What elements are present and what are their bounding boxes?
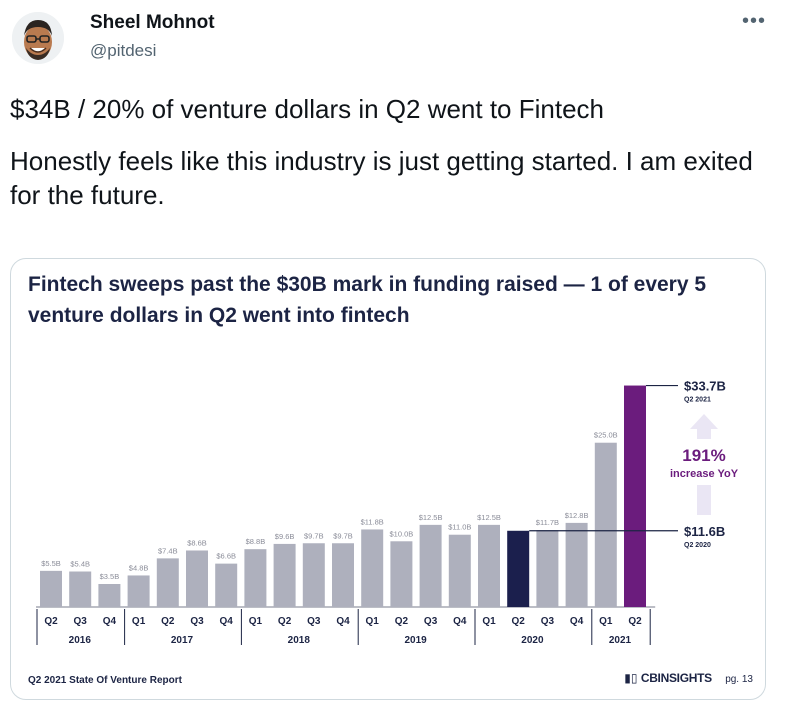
report-name: Q2 2021 State Of Venture Report [28,675,182,686]
author-handle[interactable]: @pitdesi [90,41,157,60]
bar [507,530,530,607]
bar [69,571,92,607]
x-tick-label: Q1 [599,616,613,627]
x-tick-label: Q2 [278,616,292,627]
bar-value-label: $8.8B [246,537,266,546]
yoy-percent: 191% [682,446,725,465]
callout-period: Q2 2021 [684,397,711,404]
bar [98,584,121,607]
page-number: pg. 13 [725,674,753,685]
bar-value-label: $12.8B [565,511,589,520]
year-label: 2020 [521,635,544,646]
funding-chart: $5.5B Q2 $5.4B Q3 $3.5B Q4 $4.8B Q1 $7.4B Q2 $8.6B… [36,379,739,646]
bar [273,543,296,607]
x-tick-label: Q3 [190,616,204,627]
x-tick-label: Q1 [366,616,380,627]
avatar-illustration [12,12,64,64]
cbinsights-logo-icon: ▮▯ [624,671,638,685]
bar [594,442,617,607]
x-tick-label: Q4 [453,616,467,627]
x-tick-label: Q2 [44,616,58,627]
x-tick-label: Q2 [395,616,409,627]
author-name[interactable]: Sheel Mohnot [90,12,215,33]
x-tick-label: Q4 [220,616,234,627]
bar-value-label: $3.5B [100,572,120,581]
bar-value-label: $12.5B [477,513,501,522]
x-tick-label: Q3 [307,616,321,627]
x-tick-label: Q3 [541,616,555,627]
bar-value-label: $11.0B [448,523,471,532]
x-tick-label: Q2 [161,616,175,627]
callout-value: $11.6B [684,524,725,539]
bar [478,524,500,607]
bar-value-label: $11.7B [536,518,559,527]
bar [127,575,150,607]
bar-value-label: $5.5B [41,559,61,568]
x-tick-label: Q1 [482,616,496,627]
bar [565,522,588,607]
x-tick-label: Q2 [628,616,642,627]
bar [302,543,325,607]
year-label: 2018 [288,635,311,646]
brand-footer: ▮▯ CBINSIGHTS pg. 13 [624,671,753,685]
bar [186,550,208,607]
year-label: 2016 [69,635,92,646]
x-tick-label: Q3 [424,616,438,627]
bar-value-label: $5.4B [70,560,90,569]
x-tick-label: Q2 [512,616,526,627]
chart-title: Fintech sweeps past the $30B mark in fun… [28,273,707,327]
bar [419,524,442,607]
bar-value-label: $10.0B [390,529,414,538]
bar [361,529,384,607]
bar-value-label: $4.8B [129,563,149,572]
year-label: 2019 [404,635,427,646]
year-label: 2017 [171,635,194,646]
bar [390,541,413,607]
bar-value-label: $9.7B [304,531,324,540]
x-tick-label: Q4 [570,616,584,627]
callout-period: Q2 2020 [684,542,711,549]
bar-value-label: $8.6B [187,538,207,547]
brand-name: CBINSIGHTS [640,671,712,685]
bar-value-label: $11.8B [361,517,384,526]
x-tick-label: Q1 [132,616,146,627]
more-icon[interactable]: ••• [741,10,766,32]
tweet-text: $34B / 20% of venture dollars in Q2 went… [10,92,770,230]
x-tick-label: Q4 [103,616,117,627]
year-label: 2021 [609,635,632,646]
bar [40,570,62,607]
bar-value-label: $9.6B [275,532,295,541]
bar-value-label: $6.6B [216,552,236,561]
avatar[interactable] [12,12,64,64]
bar-value-label: $9.7B [333,531,353,540]
bar [156,558,179,607]
bar [215,563,238,607]
tweet-image-card[interactable]: $5.5B Q2 $5.4B Q3 $3.5B Q4 $4.8B Q1 $7.4B Q2 $8.6B… [10,258,766,700]
bar-value-label: $12.5B [419,513,443,522]
x-tick-label: Q4 [336,616,350,627]
bar [332,543,354,607]
x-tick-label: Q3 [74,616,88,627]
up-arrow-icon [690,414,718,439]
bar [536,530,559,607]
callout-value: $33.7B [684,379,726,394]
tweet-text-line: Honestly feels like this industry is jus… [10,146,753,210]
bar-value-label: $7.4B [158,546,178,555]
bar [448,534,471,607]
arrow-shaft [697,485,711,515]
x-tick-label: Q1 [249,616,263,627]
bar-value-label: $25.0B [594,431,618,440]
bar [244,549,267,607]
bar [624,385,646,607]
tweet-text-line: $34B / 20% of venture dollars in Q2 went… [10,94,605,124]
yoy-text: increase YoY [670,468,739,480]
